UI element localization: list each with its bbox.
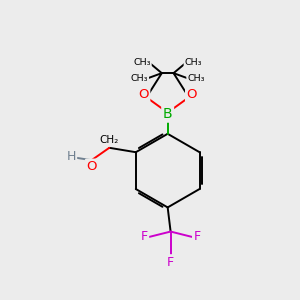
Text: F: F — [167, 256, 174, 269]
Text: CH₃: CH₃ — [130, 74, 148, 83]
Text: O: O — [86, 160, 97, 173]
Text: CH₃: CH₃ — [188, 74, 205, 83]
Text: F: F — [140, 230, 148, 243]
Text: O: O — [138, 88, 149, 101]
Text: CH₂: CH₂ — [100, 135, 119, 146]
Text: CH₃: CH₃ — [185, 58, 202, 67]
Text: O: O — [187, 88, 197, 101]
Text: F: F — [194, 230, 201, 243]
Text: H: H — [66, 150, 76, 163]
Text: B: B — [163, 107, 172, 121]
Text: CH₃: CH₃ — [133, 58, 151, 67]
